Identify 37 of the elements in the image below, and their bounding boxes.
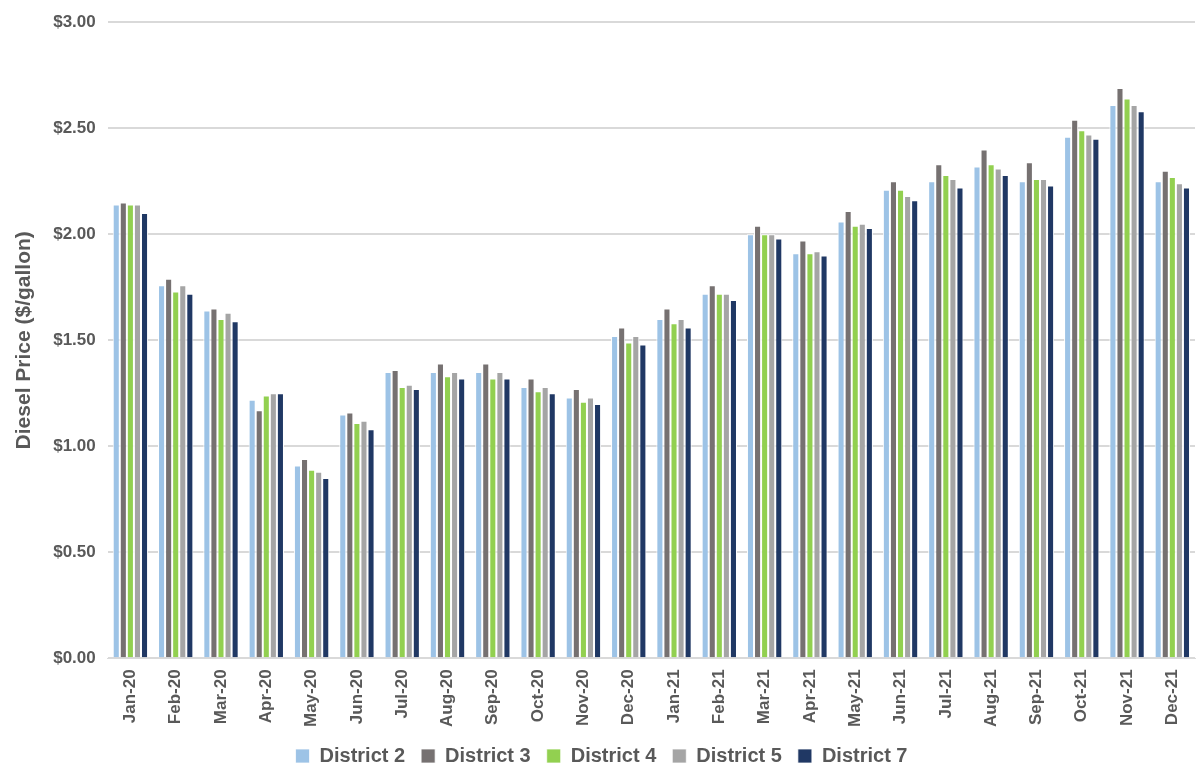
y-tick-label: $3.00 [53, 11, 96, 31]
x-tick-label: Jan-21 [663, 669, 683, 724]
x-tick-label: Jul-20 [391, 669, 411, 719]
x-tick-label: Dec-21 [1162, 669, 1182, 726]
y-tick-label: $0.00 [53, 648, 96, 668]
x-tick-label: Nov-20 [573, 669, 593, 727]
x-tick-label: Mar-21 [754, 669, 774, 725]
legend-label: District 2 [319, 743, 406, 766]
x-tick-label: May-21 [844, 669, 864, 727]
x-tick-label: Feb-20 [165, 669, 185, 725]
x-tick-label: Oct-21 [1071, 669, 1091, 723]
x-tick-label: Mar-20 [210, 669, 230, 725]
y-tick-label: $1.00 [53, 435, 96, 455]
x-tick-label: Aug-20 [437, 669, 457, 727]
legend-label: District 7 [821, 743, 908, 766]
x-tick-label: Dec-20 [618, 669, 638, 726]
y-tick-label: $2.00 [53, 223, 96, 243]
x-tick-label: Jul-21 [935, 669, 955, 719]
x-tick-label: May-20 [301, 669, 321, 727]
legend-label: District 5 [696, 743, 782, 766]
x-tick-label: Sep-21 [1026, 669, 1046, 726]
x-tick-label: Apr-21 [799, 669, 819, 724]
legend-label: District 4 [570, 743, 658, 766]
x-tick-label: Feb-21 [709, 669, 729, 725]
y-tick-label: $2.50 [53, 117, 96, 137]
x-tick-label: Jan-20 [120, 669, 140, 724]
x-tick-label: Apr-20 [255, 669, 275, 724]
x-tick-label: Nov-21 [1116, 669, 1136, 727]
x-tick-label: Oct-20 [527, 669, 547, 723]
y-tick-label: $0.50 [53, 542, 96, 562]
legend-label: District 3 [445, 743, 531, 766]
y-tick-label: $1.50 [53, 329, 96, 349]
x-tick-label: Jun-20 [346, 669, 366, 725]
x-tick-label: Aug-21 [980, 669, 1000, 727]
y-axis-title: Diesel Price ($/gallon) [11, 231, 35, 450]
x-tick-label: Sep-20 [482, 669, 502, 726]
x-tick-label: Jun-21 [890, 669, 910, 725]
